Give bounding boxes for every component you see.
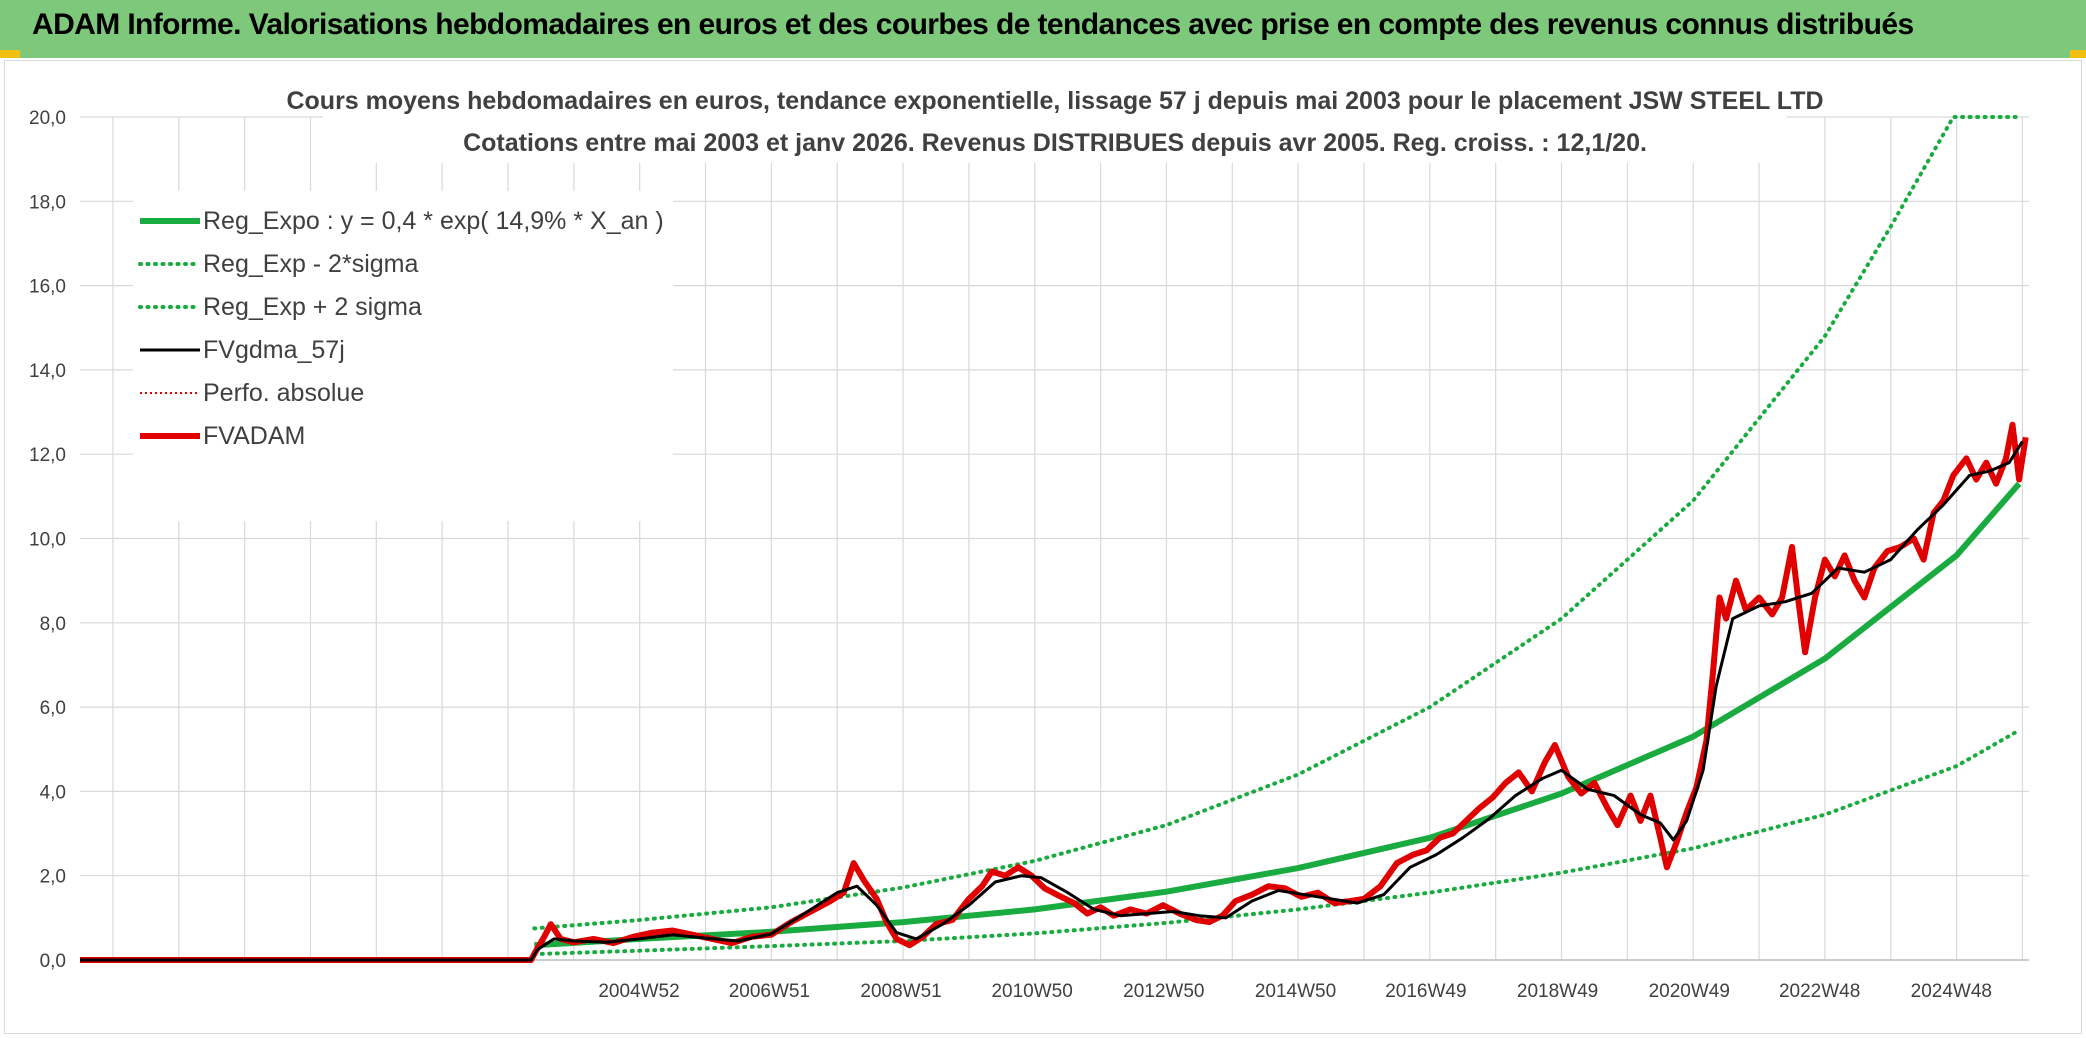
y-tick-label: 0,0: [40, 951, 66, 972]
x-tick-label: 2006W51: [729, 981, 810, 1002]
legend-label: FVADAM: [203, 422, 305, 450]
chart-title-line-2: Cotations entre mai 2003 et janv 2026. R…: [463, 129, 1647, 157]
y-axis-tick-labels: 0,0 2,0 4,0 6,0 8,0 10,0 12,0 14,0 16,0 18,0 20,0: [29, 108, 66, 972]
x-tick-label: 2024W48: [1911, 981, 1992, 1002]
x-tick-label: 2016W49: [1385, 981, 1466, 1002]
x-tick-label: 2010W50: [991, 981, 1072, 1002]
legend-label: FVgdma_57j: [203, 336, 345, 364]
banner-corner-left: [0, 50, 20, 58]
chart-svg: 0,02,04,06,08,010,012,014,016,018,020,0 …: [29, 81, 2029, 1002]
x-tick-label: 2022W48: [1779, 981, 1860, 1002]
x-tick-label: 2018W49: [1517, 981, 1598, 1002]
chart-title: Cours moyens hebdomadaires en euros, ten…: [286, 81, 1824, 163]
x-tick-label: 2020W49: [1649, 981, 1730, 1002]
chart-title-line-1: Cours moyens hebdomadaires en euros, ten…: [286, 87, 1823, 115]
y-tick-label: 4,0: [40, 782, 66, 803]
series-line-reg-exp-2-sigma: [532, 728, 2022, 957]
series-layer: [80, 115, 2029, 963]
y-tick-label: 16,0: [29, 277, 66, 298]
legend-label: Perfo. absolue: [203, 379, 364, 407]
banner-title: ADAM Informe. Valorisations hebdomadaire…: [32, 8, 1914, 41]
x-tick-label: 2014W50: [1255, 981, 1336, 1002]
x-tick-label: 2012W50: [1123, 981, 1204, 1002]
y-tick-label: 14,0: [29, 361, 66, 382]
y-tick-label: 20,0: [29, 108, 66, 129]
y-tick-label: 6,0: [40, 698, 66, 719]
y-tick-label: 10,0: [29, 530, 66, 551]
x-axis-tick-labels: 2004W52 2006W51 2008W51 2010W50 2012W50 2014W…: [598, 981, 1992, 1002]
series-line-fvadam: [80, 421, 2029, 963]
y-tick-label: 18,0: [29, 192, 66, 213]
legend: Reg_Expo : y = 0,4 * exp( 14,9% * X_an )…: [133, 191, 673, 521]
legend-background: [133, 191, 673, 521]
x-tick-label: 2004W52: [598, 981, 679, 1002]
chart-frame: 0,0 2,0 4,0 6,0 8,0 10,0 12,0 14,0 16,0 18,0 20,0 …: [4, 60, 2082, 1034]
series-line-reg-exp-2-sigma: [532, 115, 2022, 931]
legend-label: Reg_Expo : y = 0,4 * exp( 14,9% * X_an ): [203, 207, 664, 235]
y-tick-label: 2,0: [40, 867, 66, 888]
banner-corner-right: [2070, 50, 2086, 58]
x-tick-label: 2008W51: [860, 981, 941, 1002]
chart-title-background: [323, 81, 1787, 163]
legend-label: Reg_Exp - 2*sigma: [203, 250, 418, 278]
banner: ADAM Informe. Valorisations hebdomadaire…: [0, 0, 2086, 58]
y-tick-label: 12,0: [29, 445, 66, 466]
legend-label: Reg_Exp + 2 sigma: [203, 293, 422, 321]
series-line-fvgdma-57j: [80, 440, 2024, 962]
y-tick-label: 8,0: [40, 614, 66, 635]
